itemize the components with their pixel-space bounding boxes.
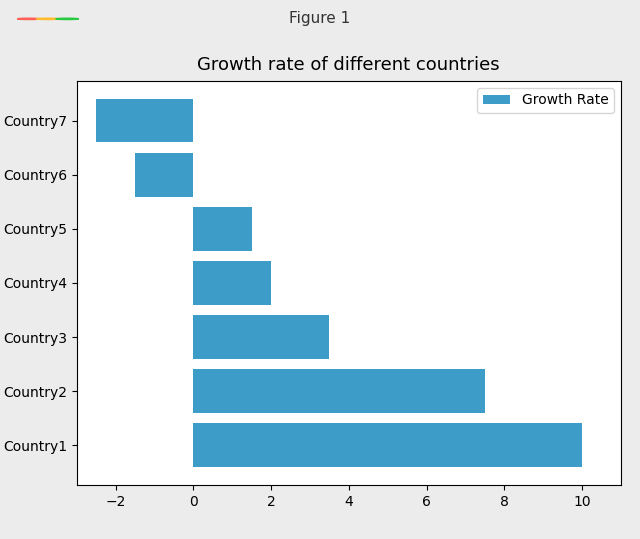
Bar xyxy=(193,208,252,251)
Bar xyxy=(193,261,271,305)
Bar xyxy=(135,153,193,197)
Circle shape xyxy=(17,18,40,19)
Circle shape xyxy=(56,18,79,19)
Bar xyxy=(193,424,582,467)
Bar xyxy=(193,315,330,358)
Text: Figure 1: Figure 1 xyxy=(289,11,351,26)
Legend: Growth Rate: Growth Rate xyxy=(477,88,614,113)
Bar xyxy=(96,99,193,142)
Bar xyxy=(193,369,485,413)
Title: Growth rate of different countries: Growth rate of different countries xyxy=(198,56,500,74)
Circle shape xyxy=(36,18,60,19)
